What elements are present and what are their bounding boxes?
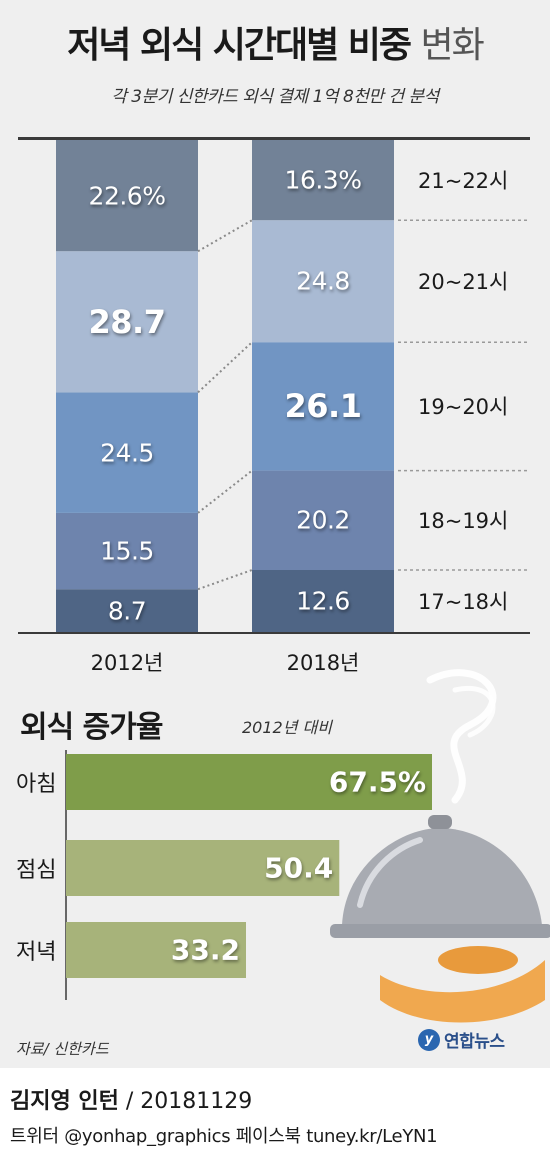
stack-segment	[252, 140, 394, 221]
yonhap-logo-text: 연합뉴스	[444, 1032, 505, 1052]
growth-category-label: 아침	[16, 772, 57, 797]
stack-segment	[56, 140, 198, 252]
credit-date: / 20181129	[118, 1089, 253, 1114]
connector-line	[197, 469, 253, 514]
segment-value-label: 16.3%	[284, 165, 362, 195]
connector-line	[197, 569, 253, 591]
stack-segment	[56, 392, 198, 513]
time-slot-label: 17~18시	[418, 590, 509, 614]
year-axis-label: 2018년	[286, 651, 360, 675]
segment-value-label: 22.6%	[88, 181, 166, 211]
growth-value-label: 67.5%	[328, 765, 426, 799]
stack-segment	[56, 251, 198, 393]
source-note: 자료/ 신한카드	[16, 1040, 109, 1058]
cloche-highlight	[357, 837, 423, 908]
segment-value-label: 8.7	[107, 596, 147, 626]
yonhap-logo: y 연합뉴스	[418, 1027, 505, 1052]
time-slot-label: 21~22시	[418, 169, 509, 194]
chart-graphics	[18, 140, 550, 1023]
subtitle: 각 3분기 신한카드 외식 결제 1억 8천만 건 분석	[111, 87, 439, 107]
connector-line	[197, 219, 253, 253]
segment-value-label: 12.6	[296, 586, 350, 616]
time-slot-label: 18~19시	[418, 509, 509, 534]
segment-value-label: 28.7	[88, 302, 166, 341]
growth-bar	[66, 754, 432, 810]
page-title: 저녁 외식 시간대별 비중 변화	[0, 16, 550, 68]
stack-segment	[56, 512, 198, 590]
credit-name: 김지영 인턴	[10, 1089, 119, 1114]
segment-value-label: 15.5	[100, 536, 154, 566]
title-light: 변화	[420, 25, 485, 66]
credit-line: 김지영 인턴 / 20181129	[10, 1083, 252, 1115]
growth-value-label: 50.4	[264, 851, 334, 885]
stack-segment	[56, 589, 198, 632]
steam-swirl	[452, 685, 496, 738]
segment-value-label: 24.5	[100, 438, 154, 468]
growth-bar	[66, 840, 340, 896]
title-bold: 저녁 외식 시간대별 비중	[67, 25, 412, 66]
cloche-tray	[330, 924, 550, 938]
growth-title: 외식 증가율	[20, 710, 163, 745]
segment-value-label: 20.2	[296, 505, 350, 535]
hand-thumb	[438, 946, 518, 974]
connector-line	[197, 341, 253, 394]
growth-bar	[66, 922, 246, 978]
growth-category-label: 저녁	[16, 940, 57, 965]
hand-shape	[380, 960, 545, 1023]
time-slot-label: 20~21시	[418, 270, 509, 295]
stack-segment	[252, 470, 394, 570]
time-slot-label: 19~20시	[418, 395, 509, 420]
yonhap-logo-icon: y	[418, 1028, 440, 1051]
social-links: 트위터 @yonhap_graphics 페이스북 tuney.kr/LeYN1	[10, 1126, 438, 1147]
segment-value-label: 24.8	[296, 266, 350, 296]
year-axis-label: 2012년	[90, 651, 164, 675]
chart-top-rule	[18, 137, 530, 140]
growth-value-label: 33.2	[170, 933, 241, 967]
stack-segment	[252, 220, 394, 343]
segment-value-label: 26.1	[284, 387, 362, 426]
growth-category-label: 점심	[16, 858, 57, 883]
stack-segment	[252, 570, 394, 632]
steam-swirl	[426, 669, 497, 804]
growth-note: 2012년 대비	[242, 718, 332, 737]
cloche-handle	[428, 815, 452, 829]
stack-segment	[252, 342, 394, 471]
